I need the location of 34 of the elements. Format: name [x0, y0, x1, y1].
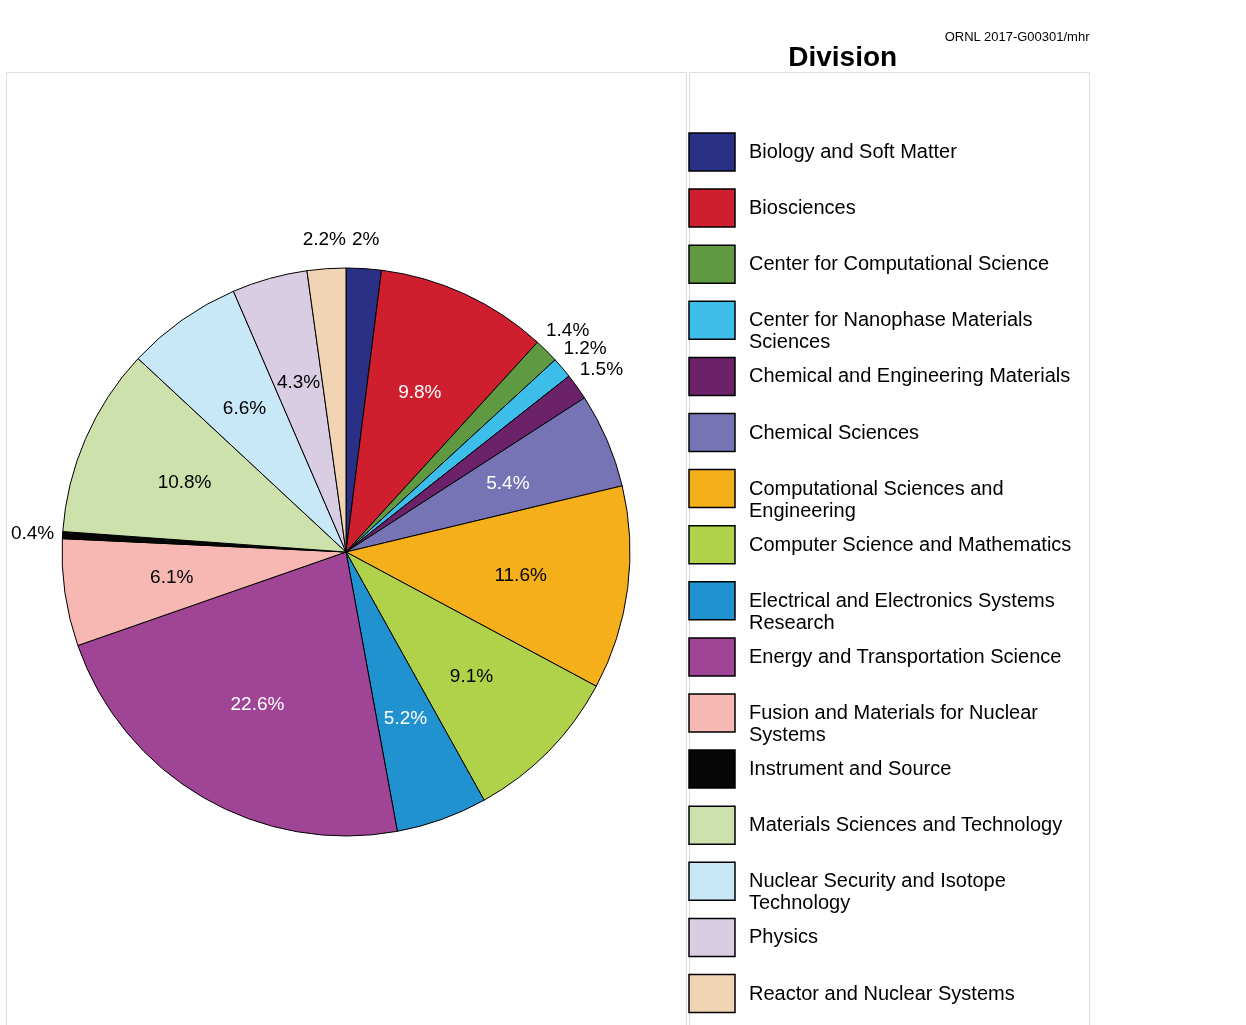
data-label: 1.4% — [546, 318, 590, 340]
legend-label: Center for Computational Science — [749, 252, 1050, 275]
legend-label: Materials Sciences and Technology — [749, 813, 1063, 836]
data-label: 0.4% — [10, 522, 55, 544]
legend-title: Division — [788, 41, 898, 72]
data-label: 4.3% — [276, 371, 321, 393]
data-label: 1.2% — [563, 337, 607, 359]
data-label: 6.6% — [222, 397, 267, 419]
data-label: 5.4% — [486, 471, 530, 493]
legend-label: Nuclear Security and Isotope Technology — [749, 869, 1006, 914]
data-label: 2.2% — [302, 227, 347, 249]
legend-label: Computer Science and Mathematics — [749, 532, 1072, 555]
legend-label: Energy and Transportation Science — [749, 644, 1062, 667]
data-label: 10.8% — [157, 470, 212, 492]
legend-label: Chemical and Engineering Materials — [749, 364, 1071, 387]
data-label: 6.1% — [150, 566, 194, 588]
legend-label: Instrument and Source — [749, 757, 952, 780]
data-label: 5.2% — [383, 706, 428, 728]
data-label: 2% — [351, 227, 380, 249]
data-label: 1.5% — [579, 358, 624, 380]
data-label: 9.8% — [398, 381, 442, 403]
legend-label: Biosciences — [749, 196, 856, 219]
legend-label: Center for Nanophase Materials Sciences — [749, 308, 1033, 353]
legend-label: Chemical Sciences — [749, 420, 920, 443]
text: ORNL 2017-G00301/mhr — [944, 28, 1091, 44]
legend-label: Biology and Soft Matter — [749, 140, 958, 162]
legend-label: Electrical and Electronics Systems Research — [749, 588, 1055, 633]
legend-label: Reactor and Nuclear Systems — [749, 981, 1015, 1004]
data-label: 9.1% — [449, 664, 494, 686]
data-label: 22.6% — [230, 693, 285, 715]
legend-label: Physics — [749, 925, 818, 948]
data-label: 11.6% — [494, 563, 547, 585]
legend-label: Fusion and Materials for Nuclear Systems — [749, 701, 1039, 745]
legend-label: Computational Sciences and Engineering — [749, 476, 1004, 521]
